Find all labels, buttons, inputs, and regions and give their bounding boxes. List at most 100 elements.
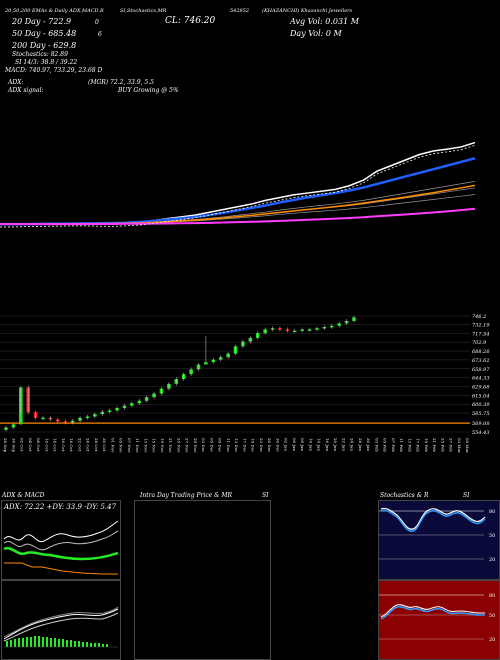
date-tick-label: 18 Oct — [69, 438, 74, 452]
adx-signal-value: BUY Growing @ 5% — [118, 87, 179, 94]
date-tick-label: 17 Feb — [416, 438, 421, 452]
date-tick-label: 24 Jan — [350, 438, 355, 451]
price-tick-label: 600.39 — [472, 402, 490, 408]
date-tick-label: 05 Feb — [383, 438, 388, 452]
date-tick-label: 13 Dec — [234, 438, 239, 453]
close-price: CL: 746.20 — [165, 16, 216, 26]
date-tick-label: 30 Sep — [11, 438, 16, 452]
price-tick-label: 585.75 — [472, 411, 490, 417]
macd-readout: MACD: 740.97, 733.29, 23.68 D — [5, 67, 103, 74]
date-tick-label: 22 Jan — [341, 438, 346, 451]
adx-signal-label: ADX signal: — [8, 87, 44, 94]
stoch-tick-80: 80 — [489, 509, 495, 515]
date-tick-label: 07 Feb — [391, 438, 396, 452]
date-tick-label: 28 Sep — [3, 438, 8, 452]
adx-panel-readout: ADX: 72.22 +DY: 33.9 -DY: 5.47 — [4, 503, 117, 511]
date-tick-label: 10 Jan — [308, 438, 313, 451]
date-tick-label: 05 Nov — [119, 438, 124, 453]
date-tick-label: 03 Mar — [457, 438, 462, 453]
date-tick-label: 14 Oct — [53, 438, 58, 452]
ema50-label: 50 Day - 685.48 — [12, 29, 77, 38]
date-tick-label: 04 Oct — [28, 438, 33, 452]
date-tick-label: 02 Oct — [20, 438, 25, 452]
adx-panel: ADX: 72.22 +DY: 33.9 -DY: 5.47 — [1, 500, 121, 580]
date-tick-label: 08 Oct — [36, 438, 41, 452]
date-tick-label: 11 Feb — [399, 438, 404, 452]
date-tick-label: 22 Oct — [77, 438, 82, 452]
adx-macd-title: ADX & MACD — [2, 492, 45, 499]
date-tick-label: 09 Dec — [218, 438, 223, 453]
day-volume: Day Vol: 0 M — [290, 29, 342, 38]
date-tick-label: 11 Dec — [226, 438, 231, 453]
ema50-line — [0, 184, 476, 225]
avg-volume: Avg Vol: 0.031 M — [290, 17, 359, 26]
date-tick-label: 07 Nov — [127, 438, 132, 453]
header-strip-left: 20,50,200 EMAs & Daily ADX,MACD,R — [5, 8, 104, 14]
date-tick-label: 21 Nov — [168, 438, 173, 453]
date-tick-label: 15 Nov — [152, 438, 157, 453]
ema20-count: 0 — [95, 19, 99, 26]
date-tick-label: 23 Dec — [259, 438, 264, 453]
si-readout: SI 14/3: 38.8 / 39.22 — [15, 59, 78, 66]
si-tick-50: 50 — [489, 613, 495, 619]
macd-panel — [1, 580, 121, 660]
date-tick-label: 14 Jan — [317, 438, 322, 451]
macd-histogram — [6, 636, 108, 647]
date-tick-label: 27 Nov — [185, 438, 190, 453]
date-tick-label: 19 Dec — [251, 438, 256, 453]
date-tick-label: 01 Nov — [110, 438, 115, 453]
date-tick-label: 28 Oct — [94, 438, 99, 452]
ema200-line — [0, 207, 476, 226]
date-tick-label: 24 Oct — [86, 438, 91, 452]
dotted-ema-line — [0, 144, 476, 228]
date-tick-label: 02 Jan — [284, 438, 289, 451]
date-tick-label: 19 Feb — [424, 438, 429, 452]
ema200-label: 200 Day - 629.8 — [12, 41, 77, 50]
macd-lines — [3, 606, 119, 648]
stoch-title: Stochastics & R — [380, 492, 429, 499]
si-tick-80: 80 — [489, 593, 495, 599]
stochastics-panel: 80 50 20 — [378, 500, 500, 580]
stochastics-readout: Stochastics: 82.89 — [12, 51, 68, 58]
date-tick-label: 30 Jan — [366, 438, 371, 451]
si2-title: SI — [463, 492, 470, 499]
stoch-tick-20: 20 — [489, 557, 495, 563]
date-tick-label: 19 Nov — [160, 438, 165, 453]
date-tick-label: 13 Feb — [407, 438, 412, 452]
intraday-title: Intra Day Trading Price & MR — [140, 492, 233, 499]
date-tick-label: 03 Feb — [374, 438, 379, 452]
date-tick-label: 30 Oct — [102, 438, 107, 452]
date-tick-label: 05 Mar — [465, 438, 470, 453]
date-tick-label: 20 Jan — [333, 438, 338, 451]
si-tick-20: 20 — [489, 637, 495, 643]
stochastics-lines: 80 50 20 — [379, 507, 495, 563]
date-tick-label: 28 Jan — [358, 438, 363, 451]
ema-chart — [0, 141, 476, 228]
price-tick-label: 569.08 — [472, 421, 490, 427]
ema20-label: 20 Day - 722.9 — [12, 17, 72, 26]
date-tick-label: 06 Jan — [292, 438, 297, 451]
price-tick-label: 629.68 — [472, 384, 490, 390]
candle-chart: 746.2 732.19 717.54 702.9 688.26 673.62 658.97… — [0, 314, 490, 453]
date-tick-label: 30 Dec — [275, 438, 280, 453]
date-tick-label: 16 Jan — [325, 438, 330, 451]
date-tick-label: 05 Dec — [209, 438, 214, 453]
date-tick-label: 03 Dec — [201, 438, 206, 453]
header-strip-mid: SI,Stochastics,MR — [120, 8, 167, 14]
date-tick-label: 13 Nov — [143, 438, 148, 453]
date-tick-label: 29 Nov — [193, 438, 198, 453]
ticker-code: 542852 — [230, 8, 250, 14]
price-tick-label: 615.04 — [472, 393, 490, 399]
price-line — [0, 141, 476, 225]
date-tick-label: 27 Feb — [449, 438, 454, 452]
date-tick-label: 21 Feb — [432, 438, 437, 452]
adx-lines — [3, 520, 119, 575]
date-tick-label: 11 Nov — [135, 438, 140, 453]
price-tick-label: 732.19 — [472, 322, 490, 328]
price-tick-label: 673.62 — [472, 358, 490, 364]
date-tick-label: 26 Dec — [267, 438, 272, 453]
date-tick-label: 25 Feb — [440, 438, 445, 452]
si-panel-title: SI — [262, 492, 269, 499]
date-tick-label: 17 Dec — [242, 438, 247, 453]
adx-value: (MGR) 72.2, 33.9, 5.5 — [88, 79, 154, 86]
